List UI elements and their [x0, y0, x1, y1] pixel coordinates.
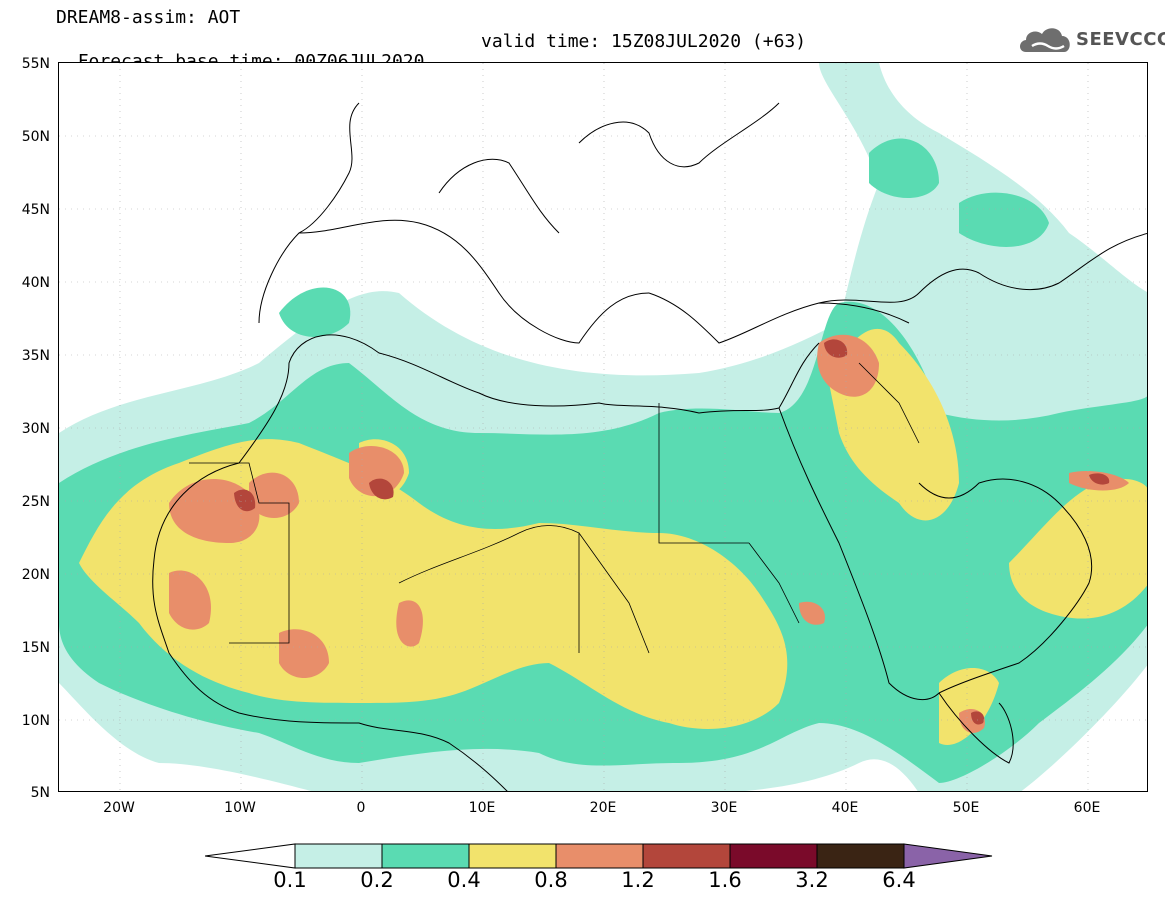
- colorbar-under-arrow: [205, 843, 296, 869]
- lon-label-50e: 50E: [952, 800, 980, 816]
- chart-title: DREAM8-assim: AOT: [56, 7, 241, 28]
- lat-label-10n: 10N: [21, 713, 50, 729]
- lon-label-60e: 60E: [1073, 800, 1101, 816]
- lon-label-10e: 10E: [468, 800, 496, 816]
- cloud-logo-icon: [1020, 28, 1070, 52]
- lat-label-25n: 25N: [21, 494, 50, 510]
- colorbar-over-arrow: [903, 843, 993, 869]
- lon-label-10w: 10W: [224, 800, 256, 816]
- logo-text: SEEVCCC: [1076, 29, 1165, 50]
- lat-label-45n: 45N: [21, 202, 50, 218]
- coastlines: [152, 102, 1147, 791]
- aot-band-1-2: [234, 339, 1110, 725]
- colorbar-segment-2: [381, 843, 470, 869]
- colorbar-label-0-1: 0.1: [273, 868, 307, 892]
- lon-label-20e: 20E: [589, 800, 617, 816]
- colorbar: [205, 843, 993, 869]
- colorbar-label-3-2: 3.2: [795, 868, 829, 892]
- colorbar-label-0-2: 0.2: [360, 868, 394, 892]
- colorbar-label-6-4: 6.4: [882, 868, 916, 892]
- aot-map: [59, 63, 1147, 791]
- lat-label-20n: 20N: [21, 567, 50, 583]
- valid-time: valid time: 15Z08JUL2020 (+63): [481, 31, 807, 52]
- colorbar-segment-4: [555, 843, 644, 869]
- colorbar-label-1-2: 1.2: [621, 868, 655, 892]
- seevccc-logo: SEEVCCC: [1018, 24, 1165, 58]
- lat-label-30n: 30N: [21, 421, 50, 437]
- lat-label-50n: 50N: [21, 129, 50, 145]
- colorbar-label-0-4: 0.4: [447, 868, 481, 892]
- lon-label-30e: 30E: [710, 800, 738, 816]
- colorbar-segment-6: [729, 843, 818, 869]
- colorbar-segment-5: [642, 843, 731, 869]
- colorbar-segment-3: [468, 843, 557, 869]
- map-frame: [58, 62, 1148, 792]
- borders: [189, 362, 920, 654]
- lat-label-40n: 40N: [21, 275, 50, 291]
- colorbar-label-0-8: 0.8: [534, 868, 568, 892]
- lat-label-15n: 15N: [21, 640, 50, 656]
- colorbar-segment-7: [816, 843, 905, 869]
- lat-label-5n: 5N: [30, 785, 50, 801]
- lon-label-0: 0: [356, 800, 366, 816]
- colorbar-segment-1: [294, 843, 383, 869]
- lon-label-20w: 20W: [103, 800, 135, 816]
- lon-label-40e: 40E: [831, 800, 859, 816]
- colorbar-label-1-6: 1.6: [708, 868, 742, 892]
- lat-label-55n: 55N: [21, 56, 50, 72]
- lat-label-35n: 35N: [21, 348, 50, 364]
